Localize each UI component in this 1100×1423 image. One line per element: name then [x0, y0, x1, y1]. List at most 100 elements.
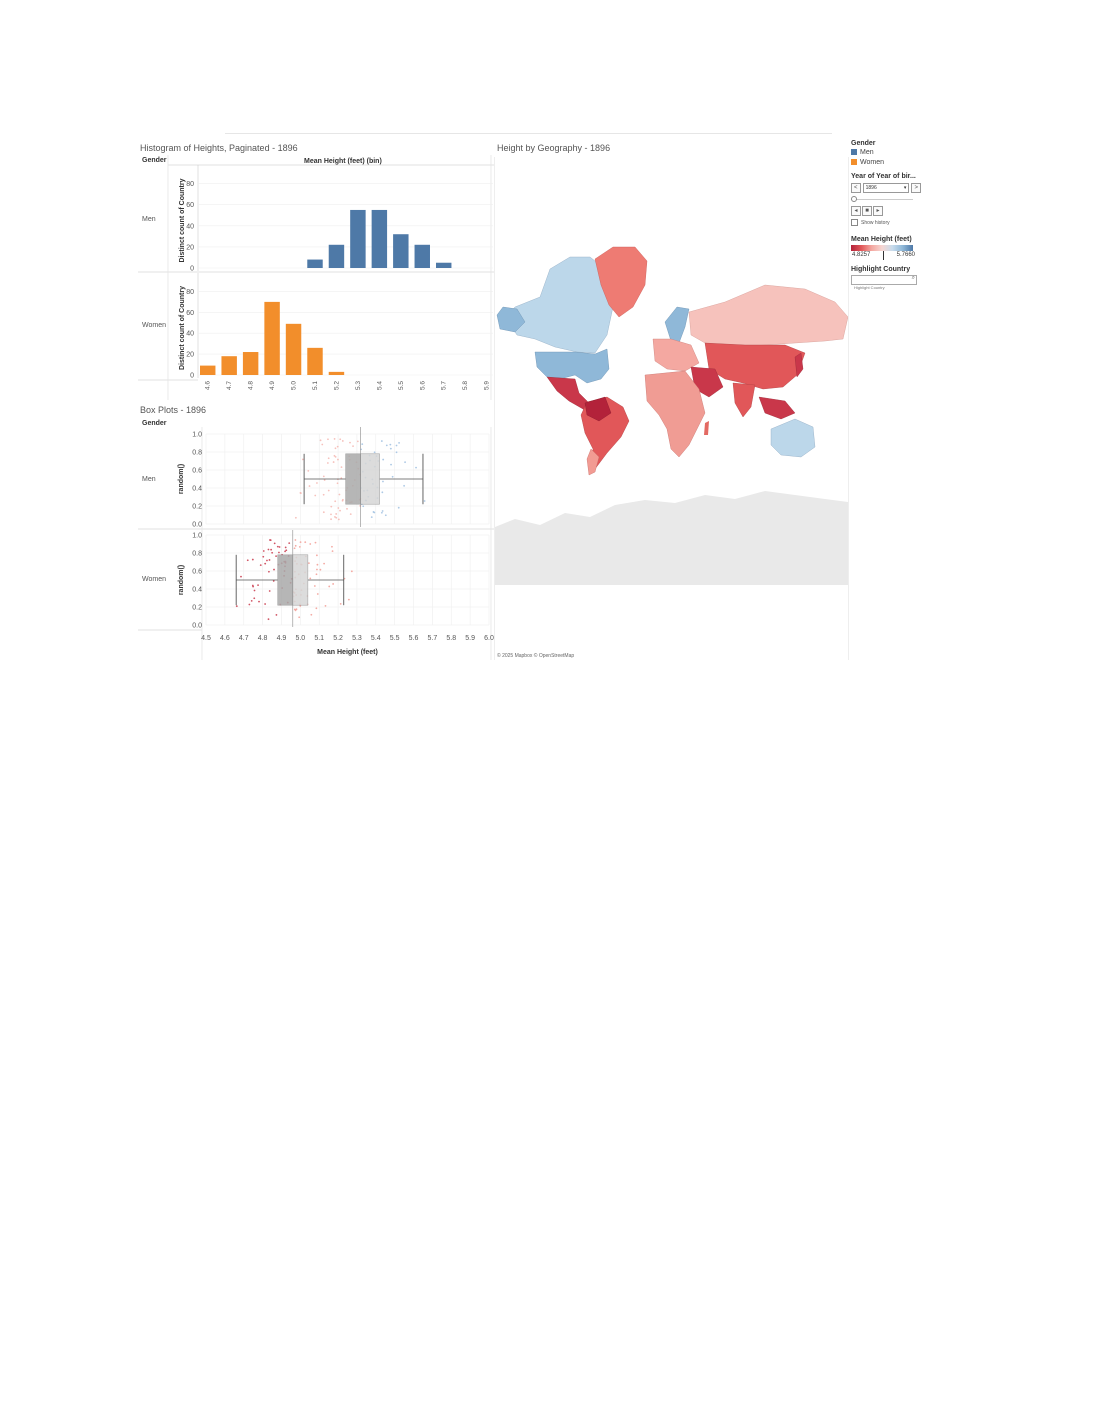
histogram-x-tick-label: 5.2 [333, 381, 340, 390]
boxplot-point-men [339, 438, 342, 441]
boxplot-point-men [381, 491, 384, 494]
legend-label-women: Women [860, 158, 884, 166]
boxplot-point-men [334, 516, 336, 518]
histogram-x-tick-label: 5.6 [419, 381, 426, 390]
histogram-bar-women [200, 365, 216, 375]
mean-height-max-label: 5.7660 [896, 252, 915, 258]
legend-item-women[interactable]: Women [851, 157, 921, 167]
legend-label-men: Men [860, 148, 874, 156]
year-slider[interactable] [851, 196, 913, 202]
histogram-bar-men [371, 209, 388, 268]
mean-height-midline [883, 251, 884, 260]
histogram-x-tick-label: 5.8 [462, 381, 469, 390]
boxplot-point-women [252, 585, 255, 588]
boxplot-point-women [313, 585, 316, 587]
histogram-x-tick-label: 4.9 [269, 381, 276, 390]
boxplot-y-tick-label: 0.8 [192, 551, 202, 558]
boxplot-point-men [380, 440, 383, 442]
boxplot-point-women [314, 541, 317, 544]
mean-height-min-label: 4.8257 [852, 252, 871, 258]
boxplot-point-women [347, 598, 350, 601]
legend-item-men[interactable]: Men [851, 147, 921, 157]
boxplot-point-men [330, 505, 333, 508]
play-forward-icon[interactable]: ▸ [873, 206, 883, 216]
boxplot-point-women [299, 541, 302, 544]
boxplot-point-women [246, 559, 249, 562]
boxplot-point-women [309, 577, 312, 580]
histogram-bar-women [307, 347, 323, 375]
boxplot-y-tick-label: 0.4 [192, 587, 202, 594]
histogram-title: Histogram of Heights, Paginated - 1896 [140, 143, 298, 153]
boxplot-point-women [328, 585, 331, 588]
histogram-y-tick-label: 60 [186, 202, 194, 209]
show-history-checkbox[interactable] [851, 219, 858, 226]
boxplot-point-men [334, 447, 337, 450]
boxplot-point-men [415, 466, 417, 469]
mean-height-legend-title: Mean Height (feet) [851, 236, 912, 243]
histogram-x-tick-label: 4.7 [226, 381, 233, 390]
boxplot-point-women [264, 562, 267, 565]
boxplot-y-tick-label: 0.2 [192, 605, 202, 612]
boxplot-point-men [339, 509, 341, 512]
boxplot-point-women [350, 570, 353, 573]
boxplot-point-men [395, 451, 398, 454]
boxplot-y-tick-label: 0.8 [192, 450, 202, 457]
boxplot-point-women [276, 545, 279, 548]
histogram-x-tick-label: 5.4 [376, 381, 383, 390]
boxplot-point-men [382, 480, 384, 483]
boxplot-point-women [269, 539, 271, 541]
histogram-x-tick-label: 4.8 [248, 381, 255, 390]
stop-icon[interactable]: ■ [862, 206, 872, 216]
boxplot-point-men [323, 479, 326, 481]
histogram-y-tick-label: 0 [190, 266, 194, 273]
boxplot-point-men [307, 469, 310, 472]
legend-swatch-women [851, 159, 857, 165]
boxplot-point-women [331, 545, 333, 548]
boxplot-x-tick-label: 5.5 [390, 635, 400, 642]
highlight-country-input[interactable] [852, 284, 908, 291]
boxplot-point-men [404, 461, 406, 464]
boxplot-point-women [284, 546, 287, 549]
boxplot-point-men [398, 441, 400, 444]
boxplot-point-men [301, 458, 304, 461]
boxplot-point-men [330, 518, 332, 521]
boxplot-point-women [288, 542, 291, 545]
year-dropdown[interactable]: 1896 ▾ [862, 183, 910, 193]
boxplot-point-women [324, 604, 327, 607]
india-shape [732, 382, 756, 418]
boxplot-point-men [327, 438, 329, 441]
boxplot-point-men [336, 482, 339, 485]
boxplot-title: Box Plots - 1896 [140, 405, 207, 415]
year-slider-handle[interactable] [851, 196, 857, 202]
boxplot-point-women [253, 589, 256, 592]
boxplot-point-women [293, 547, 296, 550]
search-icon: ⌕ [911, 275, 915, 281]
boxplot-chart: 0.0 0.2 0.4 0.6 0.8 1.0 random() 0.0 0.2 0.4 0.6 0.… [138, 427, 494, 660]
highlight-country-field[interactable]: ⌕ [851, 275, 917, 291]
histogram-bar-men [328, 244, 345, 268]
boxplot-point-women [257, 584, 259, 587]
histogram-y-axis-label: Distinct count of Country [179, 286, 186, 370]
boxplot-point-women [284, 550, 286, 553]
boxplot-point-men [395, 444, 398, 447]
map-attribution: © 2025 Mapbox © OpenStreetMap [497, 653, 575, 659]
year-next-button[interactable]: > [911, 183, 921, 193]
year-prev-button[interactable]: < [851, 183, 861, 193]
boxplot-x-tick-label: 5.1 [314, 635, 324, 642]
play-back-icon[interactable]: ◂ [851, 206, 861, 216]
asia-shape [704, 342, 806, 390]
boxplot-point-men [356, 440, 359, 443]
boxplot-point-men [341, 499, 344, 502]
boxplot-x-tick-label: 4.9 [277, 635, 287, 642]
boxplot-point-women [316, 563, 319, 566]
gender-legend-title: Gender [851, 140, 876, 147]
boxplot-point-women [331, 550, 334, 552]
boxplot-point-men [322, 511, 325, 514]
boxplot-point-women [332, 583, 335, 585]
world-map[interactable] [495, 157, 849, 660]
mean-height-color-ramp [851, 245, 913, 251]
histogram-bar-men [350, 209, 366, 268]
map-frame[interactable] [494, 157, 849, 660]
boxplot-point-women [266, 559, 268, 562]
